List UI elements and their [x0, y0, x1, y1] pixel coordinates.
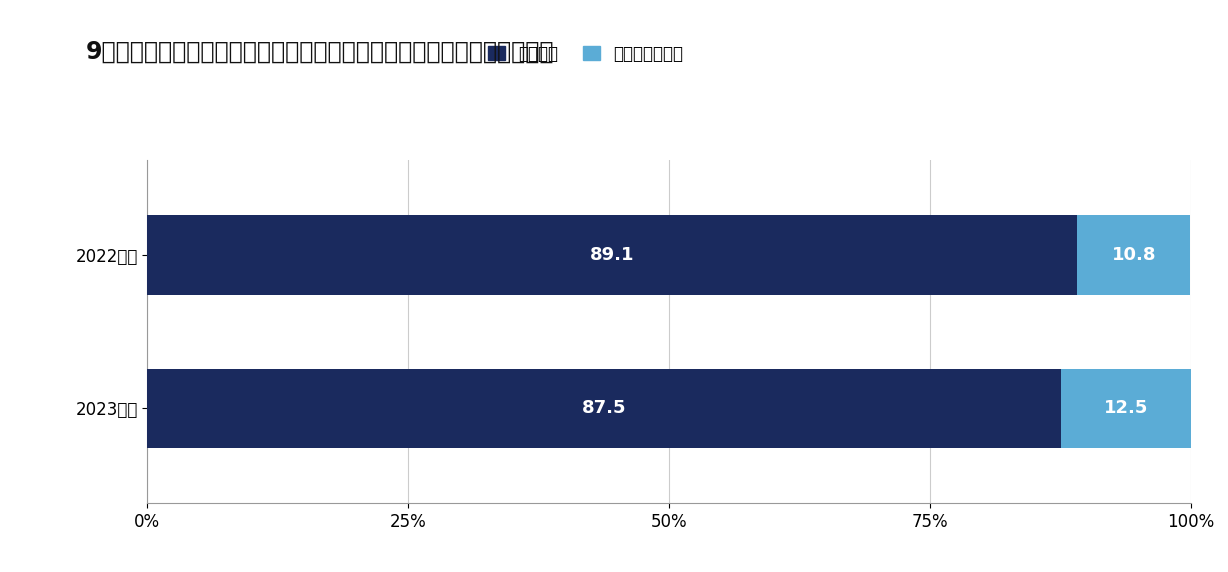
- Text: 87.5: 87.5: [582, 399, 626, 418]
- Text: 10.8: 10.8: [1111, 246, 1156, 264]
- Bar: [147, 215, 1077, 295]
- Text: 12.5: 12.5: [1104, 399, 1148, 418]
- Text: 9月末日までに開催されたサマーインターンシップに参加されましたか？: 9月末日までに開催されたサマーインターンシップに参加されましたか？: [86, 40, 555, 64]
- Text: 89.1: 89.1: [591, 246, 635, 264]
- Legend: 参加した, 参加していない: 参加した, 参加していない: [481, 38, 690, 69]
- Bar: [147, 368, 1061, 448]
- Bar: [1061, 368, 1191, 448]
- Bar: [1077, 215, 1190, 295]
